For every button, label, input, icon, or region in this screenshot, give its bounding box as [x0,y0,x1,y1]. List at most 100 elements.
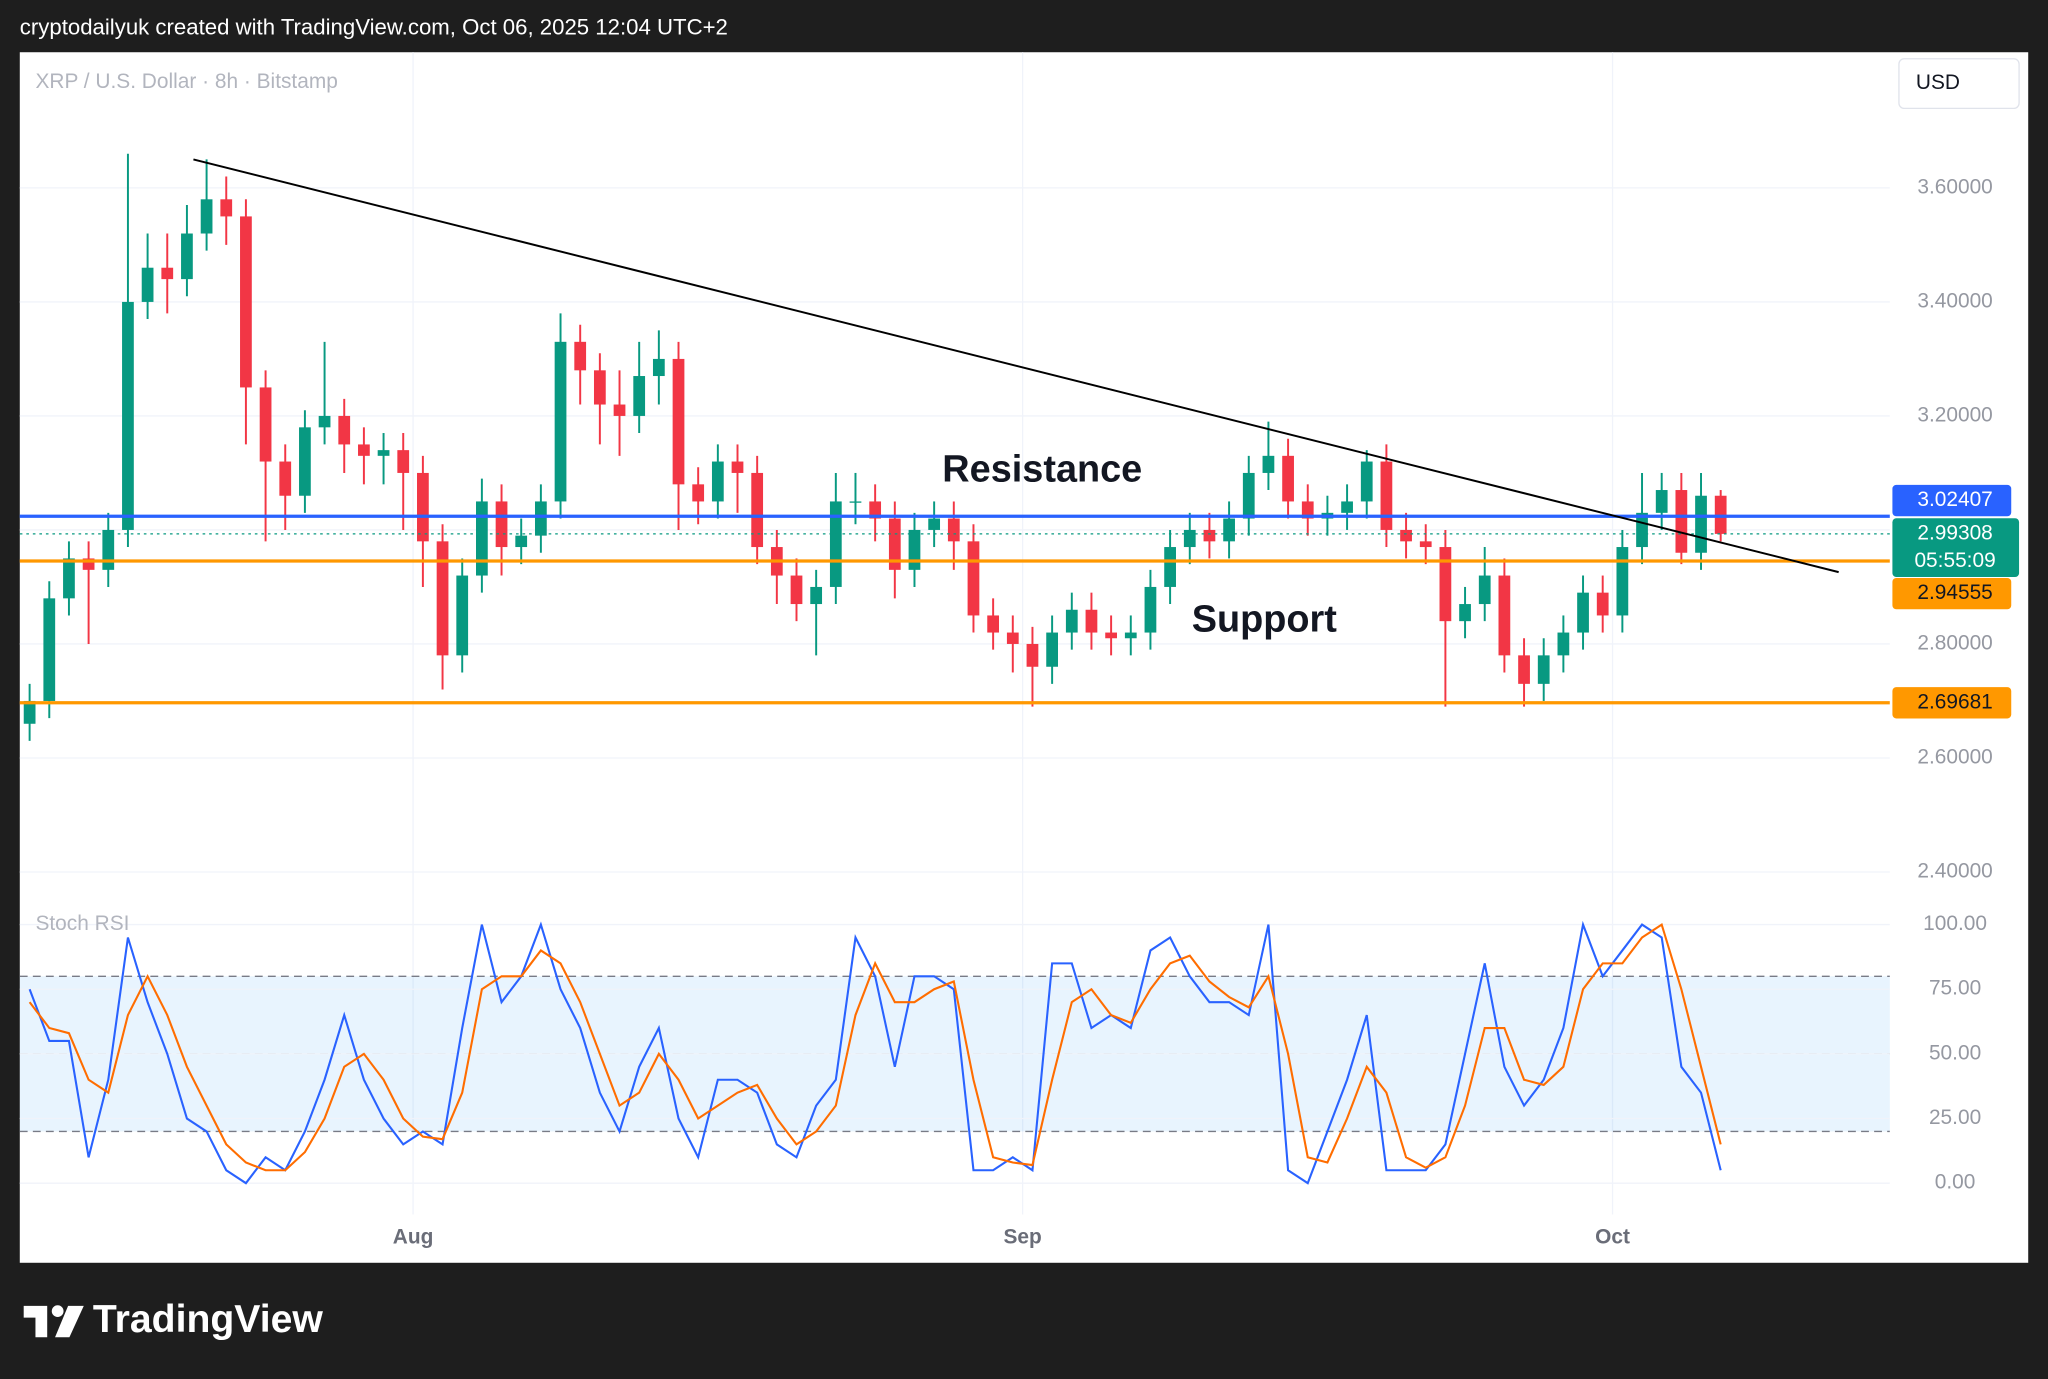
candle-body [1183,529,1196,548]
y-tick-label: 3.60000 [1917,175,1992,198]
candle-body [23,700,36,724]
last-price-label: 2.99308 [1917,521,1992,544]
candle-body [1675,490,1688,553]
trendline [193,158,1839,574]
candle-body [279,461,292,496]
candle-body [1655,490,1668,513]
brand-name: TradingView [93,1298,323,1341]
candle-body [141,267,154,302]
candle-body [869,501,882,519]
candle-body [1144,586,1157,633]
candle-body [181,233,193,280]
candle-body [1459,604,1471,622]
candle-body [751,472,764,548]
candle-body [1085,609,1098,633]
candle-body [1498,575,1511,656]
candle-body [534,501,547,536]
candle-body [63,558,75,599]
currency-button[interactable] [1898,58,2020,110]
y-tick-label: 3.20000 [1917,403,1992,426]
candle-body [1518,655,1530,684]
candle-body [947,518,960,542]
candle-body [1537,655,1550,684]
candle-body [1419,541,1432,548]
candle-body [161,267,174,280]
stoch-line [28,920,1722,1185]
candle-body [1400,529,1412,542]
candle-body [1577,592,1589,633]
candle-body [731,461,744,473]
candle-body [299,427,311,496]
candle-body [1301,501,1314,519]
candle-body [711,461,724,502]
candle-body [1439,547,1452,622]
price-label: 2.69681 [1917,690,1992,713]
candle-body [1203,529,1216,542]
candle-body [1262,455,1275,473]
chart-title: XRP / U.S. Dollar · 8h · Bitstamp [35,70,337,93]
candle-body [122,301,134,530]
candle-body [829,501,842,587]
candle-body [1046,632,1058,667]
last-price-box [1892,518,2020,577]
y-tick-label: 2.60000 [1917,745,1992,768]
candle-body [1242,472,1255,519]
candle-body [1065,609,1078,633]
candle-body [220,199,233,217]
candle-body [318,415,331,428]
candle-body [790,575,803,605]
candle-body [515,535,528,548]
candle-body [358,444,370,456]
candle-body [1341,501,1353,513]
y-tick-label: 2.80000 [1917,631,1992,654]
candle-body [652,358,665,377]
x-tick-label: Aug [393,1225,434,1248]
logo-part [55,1305,84,1338]
candle-body [1223,518,1235,542]
price-label: 2.94555 [1917,581,1992,604]
candle-body [692,484,705,502]
y-tick-label: 100.00 [1923,912,1987,935]
candle-body [554,341,567,502]
logo-part [51,1305,64,1317]
y-tick-label: 2.40000 [1917,859,1992,882]
candle-body [397,450,410,473]
price-label-box [1892,577,2012,610]
candle-body [967,541,980,616]
candle-body [810,586,823,605]
candle-body [200,199,213,234]
candle-body [1478,575,1491,605]
annotation: Resistance [942,448,1142,490]
candle-body [1360,461,1373,502]
y-tick-label: 75.00 [1929,977,1981,1000]
candle-body [888,518,901,570]
candle-body [1164,547,1176,587]
y-tick-label: 25.00 [1929,1106,1981,1129]
annotation: Support [1192,599,1337,641]
y-tick-label: 50.00 [1929,1041,1981,1064]
candle-body [672,358,685,485]
candle-body [849,501,862,503]
candle-body [240,216,252,388]
candle-body [908,529,921,570]
candle-body [613,404,626,416]
price-label-box [1892,484,2012,517]
candle-body [928,518,941,530]
candle-body [1636,512,1648,548]
candle-body [1616,547,1629,616]
candle-body [1557,632,1570,656]
candle-body [82,558,95,570]
candle-body [377,450,390,456]
candle-body [1026,643,1039,667]
pane-title: Stoch RSI [35,912,129,935]
candle-body [436,541,449,656]
y-tick-label: 3.40000 [1917,289,1992,312]
candle-body [102,529,115,570]
price-label-box [1892,687,2012,719]
x-tick-label: Sep [1003,1225,1041,1248]
price-label: 3.02407 [1917,488,1992,511]
candle-body [1282,455,1294,502]
candle-body [1380,461,1393,530]
